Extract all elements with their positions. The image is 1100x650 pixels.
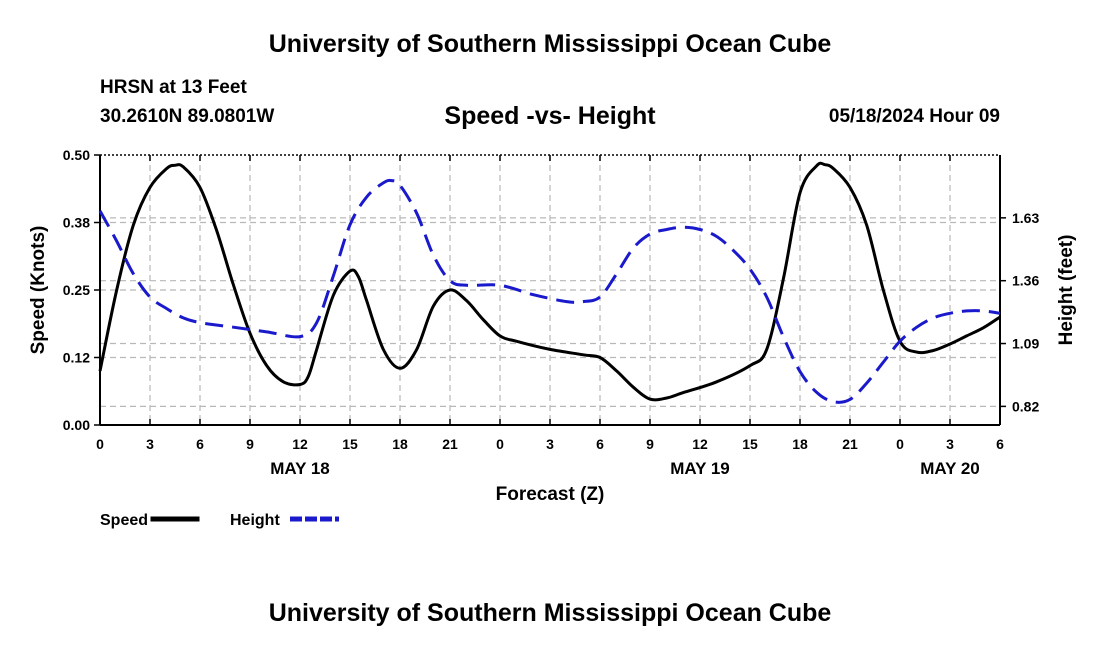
y-right-tick-label: 1.63 <box>1012 210 1039 226</box>
station-coordinates: 30.2610N 89.0801W <box>100 106 275 127</box>
station-label: HRSN at 13 Feet <box>100 77 247 98</box>
page-title: University of Southern Mississippi Ocean… <box>268 30 832 58</box>
x-tick-label: 0 <box>96 436 104 452</box>
x-tick-label: 18 <box>792 436 808 452</box>
y-left-tick-label: 0.50 <box>63 147 90 163</box>
chart-subtitle: Speed -vs- Height <box>444 102 656 130</box>
x-tick-label: 21 <box>442 436 458 452</box>
y-left-tick-label: 0.12 <box>63 350 90 366</box>
x-tick-label: 15 <box>342 436 358 452</box>
x-tick-label: 12 <box>292 436 308 452</box>
x-tick-label: 12 <box>692 436 708 452</box>
x-tick-label: 21 <box>842 436 858 452</box>
footer-title: University of Southern Mississippi Ocean… <box>268 599 832 627</box>
chart-labels: 0 3 6 9 12 15 18 21 0 3 6 9 12 15 18 21 0 3 6 0.00 0.12 0.25 0… <box>28 147 1077 505</box>
series-line-speed <box>98 161 1001 402</box>
y-left-tick-label: 0.25 <box>63 282 90 298</box>
y-right-tick-label: 0.82 <box>1012 398 1039 414</box>
x-tick-label: 3 <box>146 436 154 452</box>
x-tick-label: 6 <box>196 436 204 452</box>
legend-label-height: Height <box>230 512 280 529</box>
day-label: MAY 20 <box>920 459 980 478</box>
x-axis-title: Forecast (Z) <box>496 484 605 505</box>
forecast-datestamp: 05/18/2024 Hour 09 <box>828 106 1000 127</box>
x-tick-label: 15 <box>742 436 758 452</box>
y-right-tick-label: 1.09 <box>1012 336 1039 352</box>
x-tick-label: 3 <box>946 436 954 452</box>
x-tick-label: 9 <box>246 436 254 452</box>
x-tick-label: 0 <box>896 436 904 452</box>
y-left-axis-title: Speed (Knots) <box>28 226 49 355</box>
chart-grid <box>100 155 1000 425</box>
x-tick-label: 6 <box>596 436 604 452</box>
chart-series <box>98 161 1001 404</box>
legend-label-speed: Speed <box>100 512 148 529</box>
y-right-axis-title: Height (feet) <box>1056 235 1077 346</box>
x-tick-label: 18 <box>392 436 408 452</box>
chart-legend: Speed Height <box>100 512 339 529</box>
series-line-height <box>98 178 1001 404</box>
x-tick-label: 9 <box>646 436 654 452</box>
day-label: MAY 18 <box>270 459 330 478</box>
x-tick-label: 6 <box>996 436 1004 452</box>
chart-axes <box>94 154 1006 426</box>
x-tick-label: 3 <box>546 436 554 452</box>
y-right-tick-label: 1.36 <box>1012 273 1039 289</box>
day-label: MAY 19 <box>670 459 730 478</box>
x-tick-label: 0 <box>496 436 504 452</box>
y-left-tick-label: 0.00 <box>63 417 90 433</box>
y-left-tick-label: 0.38 <box>63 215 90 231</box>
